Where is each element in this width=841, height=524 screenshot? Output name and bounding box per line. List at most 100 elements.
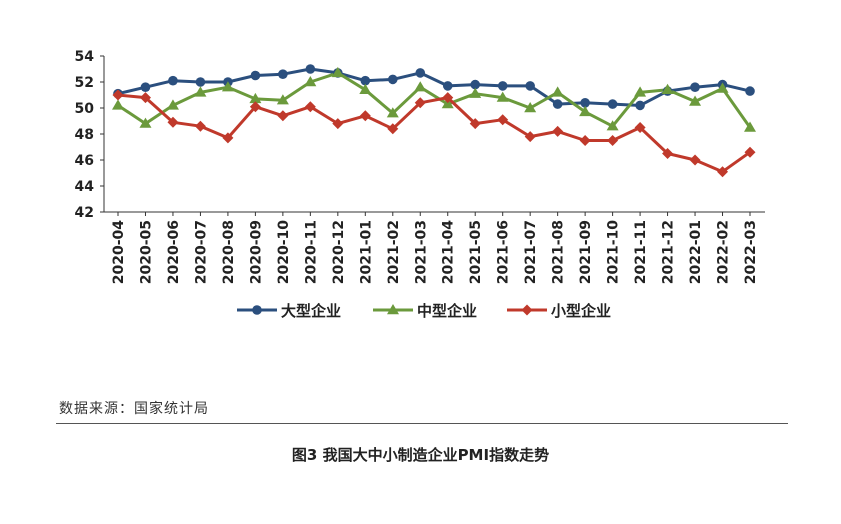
x-tick-label: 2022-01 xyxy=(688,220,704,284)
data-point-2 xyxy=(607,135,619,146)
data-point-1 xyxy=(716,82,729,93)
data-point-1 xyxy=(524,102,537,113)
data-point-0 xyxy=(580,98,590,108)
x-tick-label: 2021-06 xyxy=(496,220,512,284)
x-tick-label: 2020-07 xyxy=(193,220,209,284)
x-tick-label: 2021-09 xyxy=(578,220,594,284)
data-point-2 xyxy=(662,148,674,159)
x-tick-labels: 2020-04 2020-05 2020-06 2020-07 2020-08 2020-… xyxy=(111,220,759,285)
x-tick-label: 2020-04 xyxy=(111,220,127,285)
x-tick-label: 2021-07 xyxy=(523,220,539,284)
y-tick-labels: 42 44 46 48 50 52 54 xyxy=(75,49,95,221)
legend-marker-2 xyxy=(521,304,533,316)
series-line-1 xyxy=(117,71,752,129)
x-tick-label: 2020-11 xyxy=(303,220,319,284)
data-point-1 xyxy=(689,95,702,106)
data-source-note: 数据来源：国家统计局 xyxy=(59,401,209,417)
data-point-2 xyxy=(304,101,316,113)
data-point-2 xyxy=(222,132,234,144)
data-point-0 xyxy=(470,79,481,90)
divider-line xyxy=(56,423,788,424)
data-point-2 xyxy=(634,122,646,133)
x-tick-label: 2021-10 xyxy=(606,220,622,285)
data-point-0 xyxy=(250,70,261,81)
x-tick-label: 2021-11 xyxy=(633,220,649,284)
series-lines xyxy=(117,67,752,174)
data-point-2 xyxy=(552,125,564,137)
x-tick-label: 2021-01 xyxy=(358,220,374,284)
data-point-0 xyxy=(278,69,288,79)
data-point-0 xyxy=(387,74,398,85)
data-point-1 xyxy=(579,105,592,117)
data-point-1 xyxy=(249,92,262,104)
data-point-0 xyxy=(497,81,508,91)
data-point-0 xyxy=(552,99,563,109)
x-tick-label: 2022-02 xyxy=(716,220,732,284)
data-point-2 xyxy=(249,101,261,113)
series-line-2 xyxy=(117,93,751,174)
data-point-1 xyxy=(276,94,289,105)
data-point-1 xyxy=(359,83,372,94)
data-point-1 xyxy=(414,81,427,92)
data-point-1 xyxy=(166,99,179,110)
data-point-2 xyxy=(167,116,179,128)
data-point-0 xyxy=(360,75,371,86)
data-point-1 xyxy=(744,121,756,132)
legend-label-2: 小型企业 xyxy=(551,302,611,320)
chart-axes xyxy=(100,55,765,216)
data-point-1 xyxy=(469,87,482,98)
data-point-0 xyxy=(195,77,206,87)
x-tick-label: 2020-08 xyxy=(221,220,237,284)
data-point-2 xyxy=(387,123,399,135)
data-point-1 xyxy=(661,83,674,94)
data-point-0 xyxy=(442,81,453,91)
data-point-1 xyxy=(634,86,647,97)
figure-caption: 图3 我国大中小制造企业PMI指数走势 xyxy=(291,446,550,464)
legend-marker-0 xyxy=(252,305,262,315)
x-tick-label: 2020-05 xyxy=(138,220,154,284)
data-point-2 xyxy=(277,110,289,122)
x-tick-label: 2022-03 xyxy=(743,220,759,284)
data-point-1 xyxy=(139,117,152,128)
data-point-2 xyxy=(442,92,454,104)
data-point-1 xyxy=(221,81,234,92)
x-tick-label: 2021-08 xyxy=(551,220,567,284)
x-tick-label: 2021-12 xyxy=(661,220,677,284)
x-tick-label: 2021-02 xyxy=(386,220,402,284)
data-point-2 xyxy=(497,114,509,126)
x-tick-label: 2021-03 xyxy=(413,220,429,284)
data-point-2 xyxy=(717,166,729,178)
data-point-2 xyxy=(194,120,206,132)
data-point-1 xyxy=(551,86,564,97)
data-point-0 xyxy=(415,68,426,78)
data-point-2 xyxy=(359,110,371,122)
y-tick-label: 54 xyxy=(75,49,95,65)
data-point-0 xyxy=(745,86,755,96)
x-tick-label: 2020-06 xyxy=(166,220,182,284)
legend: 大型企业 中型企业 小型企业 xyxy=(237,302,611,320)
data-point-0 xyxy=(607,99,618,109)
y-tick-label: 48 xyxy=(75,127,94,143)
x-tick-label: 2020-10 xyxy=(276,220,292,285)
data-point-2 xyxy=(139,92,151,104)
data-point-1 xyxy=(496,91,509,102)
legend-label-0: 大型企业 xyxy=(281,302,341,320)
data-point-1 xyxy=(441,98,454,109)
data-point-1 xyxy=(304,76,317,87)
x-tick-label: 2020-09 xyxy=(248,220,264,284)
x-tick-label: 2021-04 xyxy=(441,220,457,285)
data-point-0 xyxy=(305,64,316,74)
data-point-1 xyxy=(194,86,207,97)
y-tick-label: 50 xyxy=(75,101,95,117)
data-point-2 xyxy=(414,97,426,109)
data-point-0 xyxy=(690,82,700,92)
legend-label-1: 中型企业 xyxy=(417,302,477,320)
data-point-2 xyxy=(579,135,591,146)
data-point-2 xyxy=(689,154,701,166)
data-point-0 xyxy=(635,100,645,111)
y-tick-label: 44 xyxy=(75,179,95,195)
data-point-0 xyxy=(140,82,151,92)
data-point-0 xyxy=(525,81,535,91)
data-point-2 xyxy=(524,131,536,143)
data-point-2 xyxy=(332,118,344,130)
